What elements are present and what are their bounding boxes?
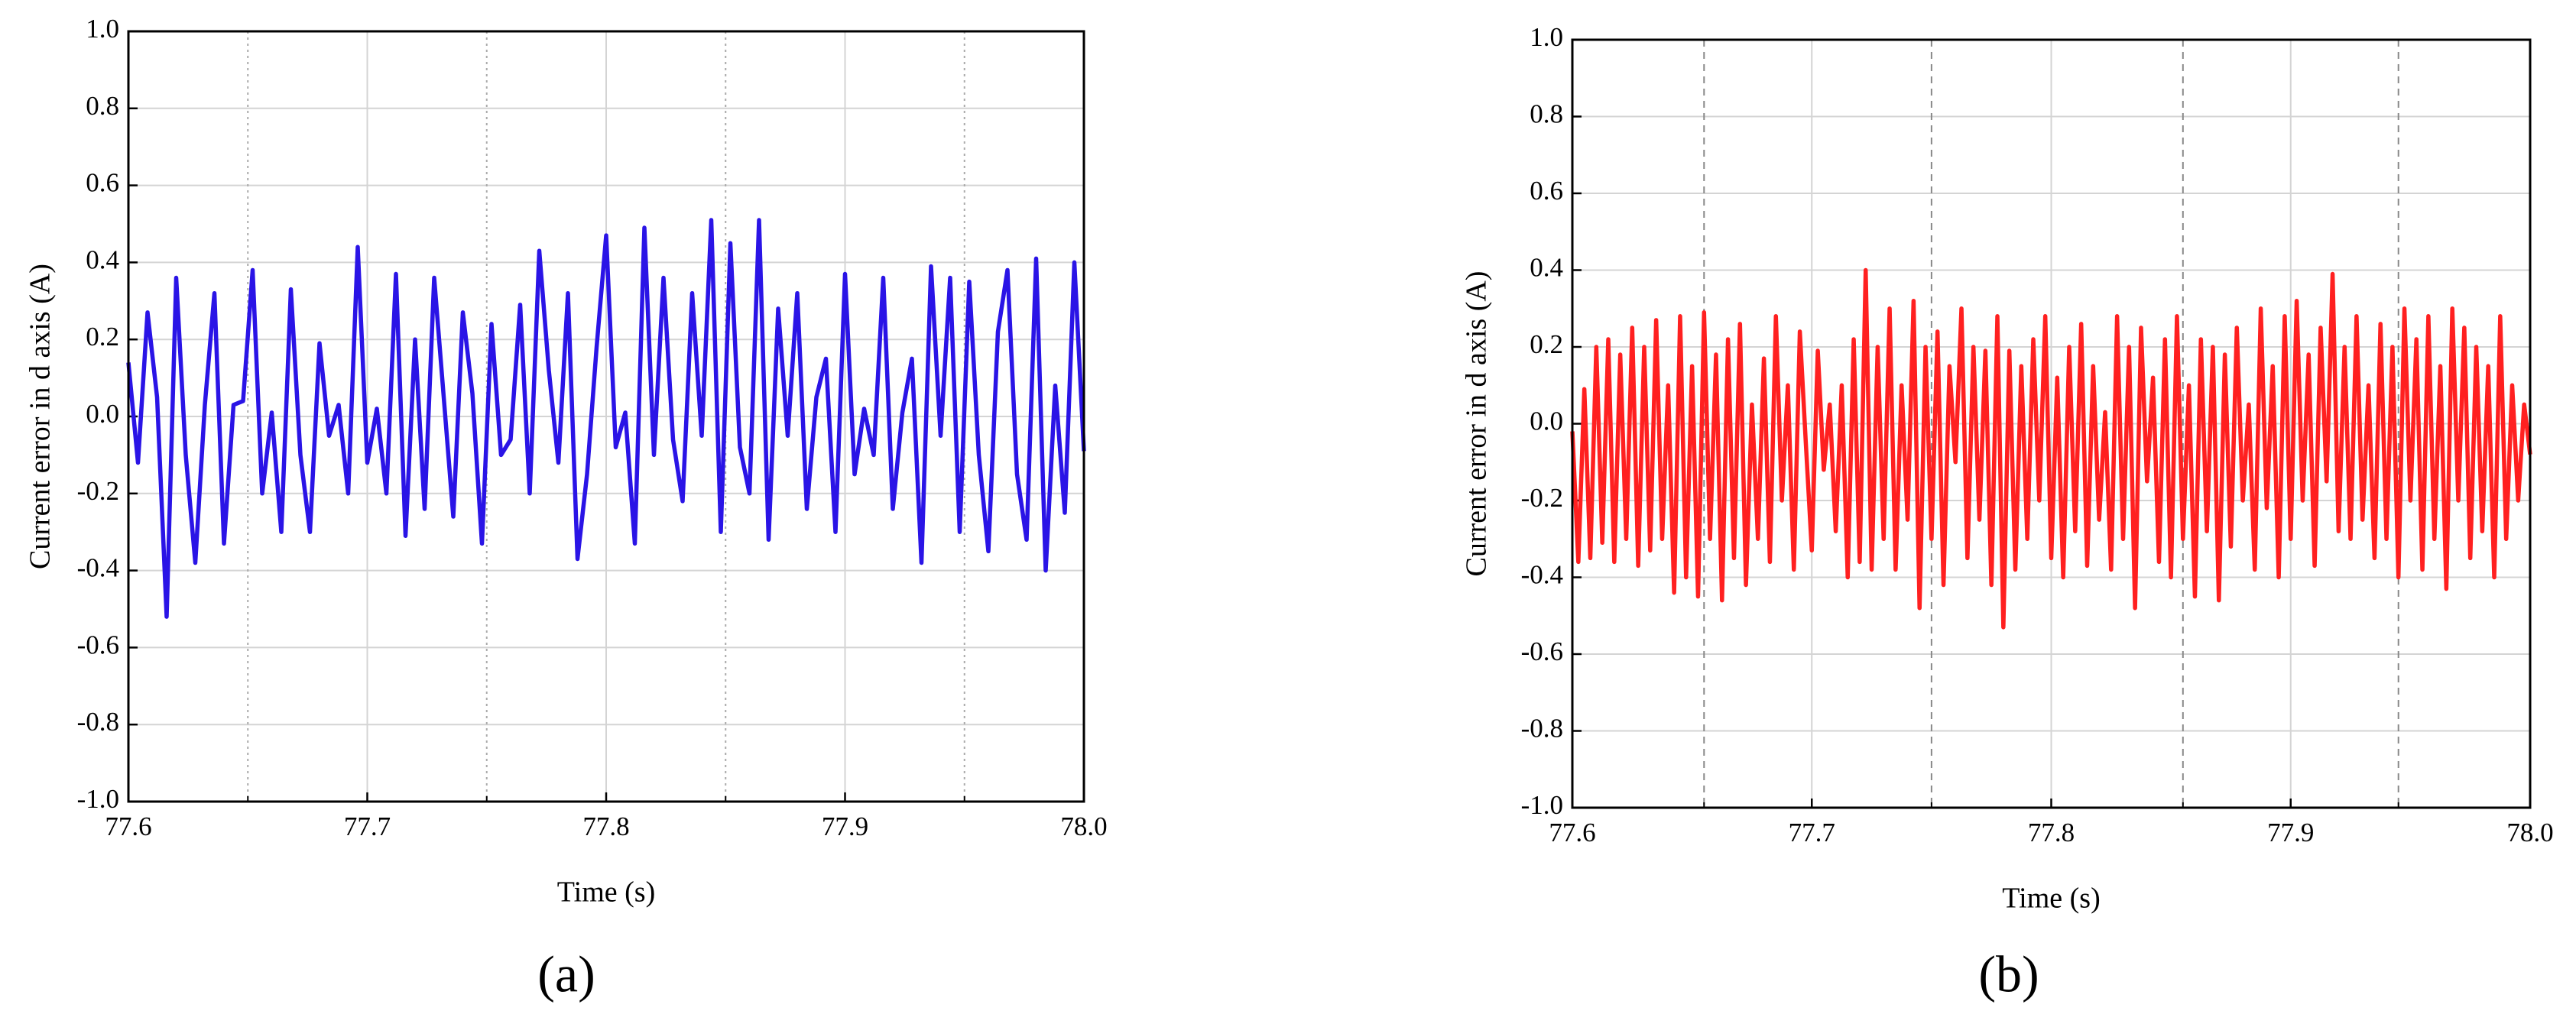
x-tick-label: 77.8 (582, 812, 629, 841)
y-tick-label: 0.0 (1530, 407, 1563, 436)
y-tick-label: 0.8 (1530, 99, 1563, 129)
plot-frame (1571, 38, 2532, 809)
y-tick-label: -0.4 (77, 553, 119, 583)
y-axis-title: Current error in d axis (A) (24, 264, 57, 569)
y-tick-label: -0.4 (1521, 560, 1563, 590)
y-axis-title: Current error in d axis (A) (1461, 271, 1493, 577)
y-tick-label: -0.8 (77, 707, 119, 737)
data-line (126, 218, 1086, 619)
x-axis-title: Time (s) (557, 876, 655, 909)
plot-frame (127, 30, 1085, 803)
y-tick-label: -0.2 (1521, 483, 1563, 513)
y-tick-label: -1.0 (77, 784, 119, 814)
x-tick-label: 77.6 (105, 812, 151, 841)
y-tick-label: 0.6 (86, 168, 119, 198)
y-tick-label: 1.0 (1530, 22, 1563, 52)
x-tick-label: 77.9 (822, 812, 868, 841)
y-tick-label: -1.0 (1521, 790, 1563, 820)
y-tick-label: -0.2 (77, 476, 119, 506)
x-tick-label: 77.6 (1549, 818, 1595, 847)
data-line (1570, 267, 2532, 630)
x-tick-label: 78.0 (1060, 812, 1107, 841)
x-tick-label: 77.9 (2267, 818, 2314, 847)
x-tick-label: 77.8 (2028, 818, 2075, 847)
y-tick-label: 0.4 (86, 245, 119, 274)
x-tick-label: 77.7 (1789, 818, 1835, 847)
y-tick-label: 0.4 (1530, 253, 1563, 283)
y-tick-label: -0.6 (1521, 637, 1563, 666)
x-axis-title: Time (s) (2002, 883, 2100, 915)
y-tick-label: -0.8 (1521, 714, 1563, 744)
x-tick-label: 77.7 (344, 812, 391, 841)
x-tick-label: 78.0 (2506, 818, 2553, 847)
y-tick-label: 0.8 (86, 91, 119, 121)
y-tick-label: 0.2 (1530, 329, 1563, 359)
y-tick-label: 1.0 (86, 14, 119, 44)
y-tick-label: 0.2 (86, 322, 119, 352)
y-tick-label: 0.6 (1530, 176, 1563, 206)
y-tick-label: -0.6 (77, 630, 119, 659)
panel-label: (a) (537, 945, 595, 1003)
panel-label: (b) (1978, 945, 2039, 1003)
y-tick-label: 0.0 (86, 399, 119, 429)
